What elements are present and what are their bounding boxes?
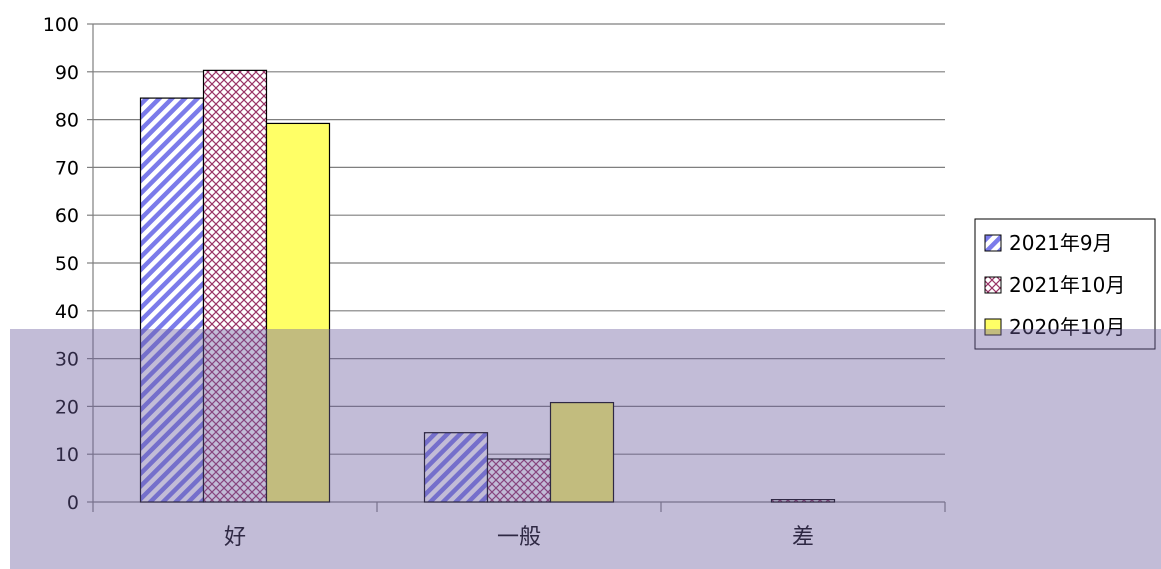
legend-swatch bbox=[984, 318, 1002, 336]
bar bbox=[549, 401, 615, 503]
y-tick-label: 60 bbox=[55, 205, 79, 227]
bar bbox=[486, 458, 552, 503]
category-label: 差 bbox=[792, 525, 814, 550]
x-axis-category-labels: 好 一般 差 bbox=[224, 525, 814, 550]
legend-label: 2020年10月 bbox=[1009, 315, 1125, 339]
legend-box bbox=[974, 218, 1156, 350]
legend-label: 2021年9月 bbox=[1009, 231, 1113, 255]
y-tick-label: 70 bbox=[55, 157, 79, 179]
y-tick-label: 40 bbox=[55, 301, 79, 323]
legend-label: 2021年10月 bbox=[1009, 273, 1125, 297]
category-label: 好 bbox=[224, 525, 246, 550]
y-tick-label: 100 bbox=[43, 14, 79, 36]
bar bbox=[202, 69, 268, 503]
y-tick-label: 10 bbox=[55, 444, 79, 466]
legend-swatch bbox=[984, 276, 1002, 294]
bar bbox=[265, 122, 331, 503]
y-tick-label: 20 bbox=[55, 396, 79, 418]
y-tick-label: 30 bbox=[55, 349, 79, 371]
category-label: 一般 bbox=[497, 525, 541, 550]
y-tick-label: 80 bbox=[55, 110, 79, 132]
selection-overlay bbox=[10, 329, 1161, 569]
y-tick-label: 50 bbox=[55, 253, 79, 275]
bar bbox=[770, 499, 836, 503]
y-tick-label: 0 bbox=[67, 492, 79, 514]
y-tick-label: 90 bbox=[55, 62, 79, 84]
y-axis-tick-labels: 0 10 20 30 40 50 60 70 80 90 100 bbox=[43, 14, 79, 514]
legend-swatch bbox=[984, 234, 1002, 252]
bars bbox=[139, 69, 836, 503]
legend: 2021年9月 2021年10月 2020年10月 bbox=[974, 218, 1156, 350]
